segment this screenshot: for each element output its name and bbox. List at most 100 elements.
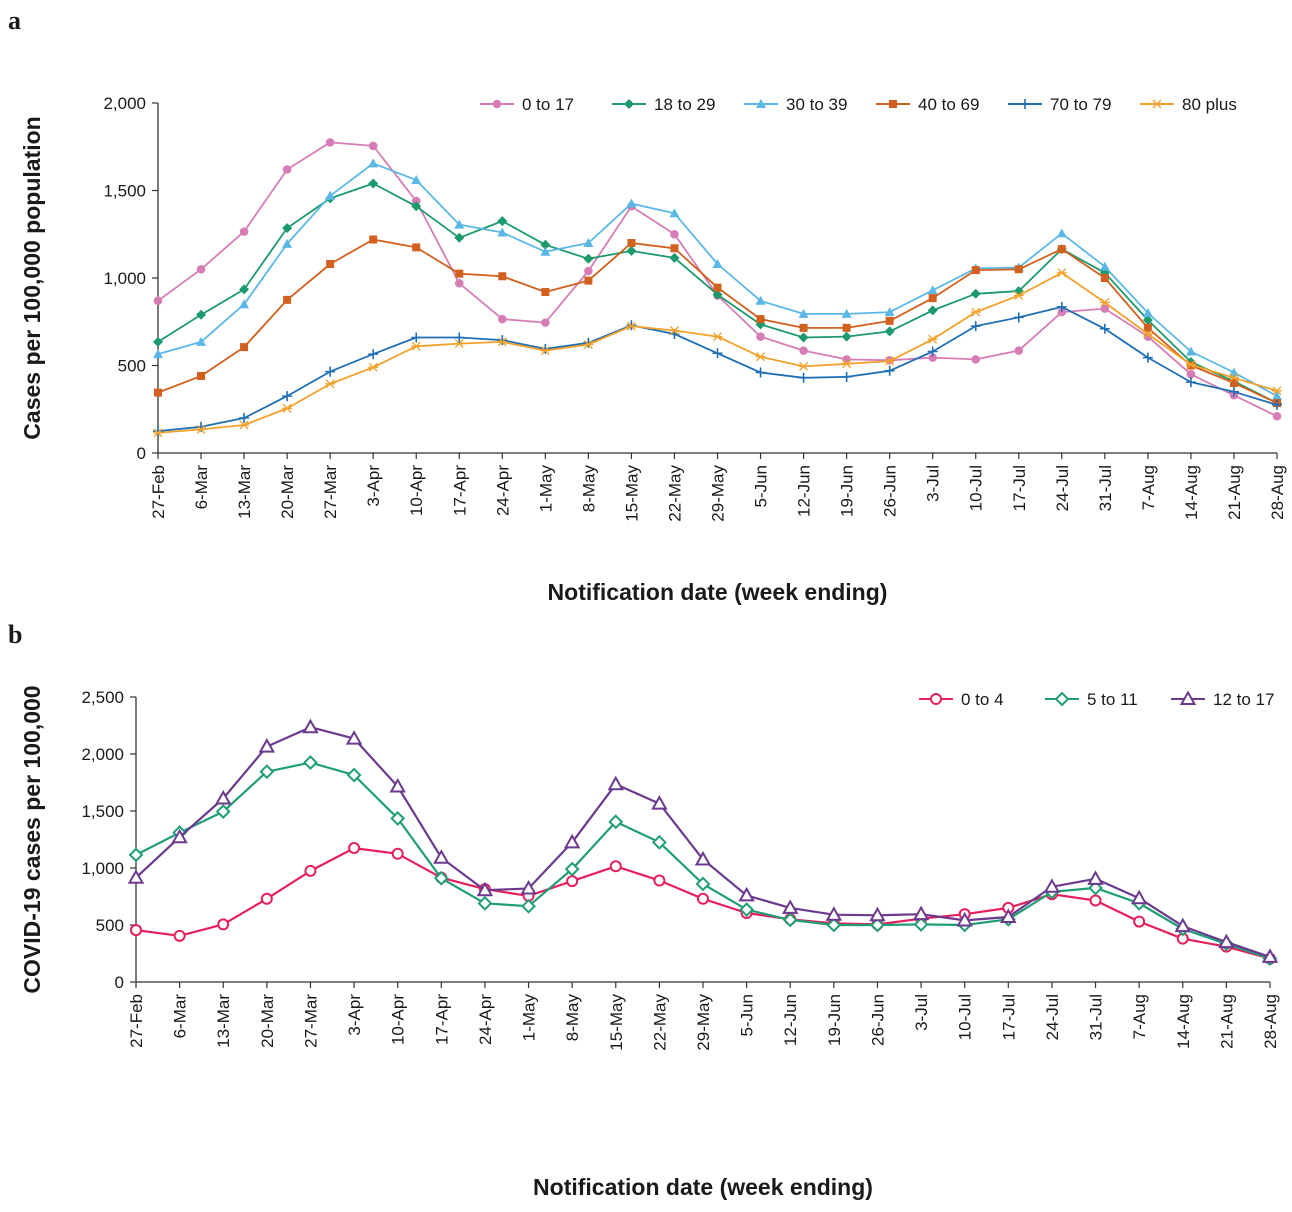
data-point	[626, 321, 637, 331]
data-point	[540, 239, 551, 250]
x-tick-label: 7-Aug	[1139, 465, 1158, 510]
data-point	[1142, 329, 1153, 339]
data-point	[1014, 346, 1024, 355]
data-point	[368, 178, 379, 189]
data-point	[653, 874, 666, 887]
data-point	[970, 321, 981, 332]
data-point	[454, 339, 465, 349]
series-line-70-to-79	[157, 305, 1278, 432]
data-point	[713, 283, 722, 292]
x-tick-label: 10-Jul	[967, 465, 986, 511]
y-axis-label: COVID-19 cases per 100,000	[19, 685, 45, 993]
data-point	[260, 892, 273, 905]
data-point	[368, 158, 379, 168]
data-point	[564, 861, 580, 877]
chart-a: 0 500 1,000 1,500 2,000 27-Feb 6-Mar 13-Mar 20-M…	[19, 94, 1287, 605]
data-point	[325, 190, 336, 200]
data-point	[799, 346, 808, 355]
x-tick-label: 17-Apr	[432, 994, 451, 1045]
data-point	[239, 299, 250, 309]
x-tick-label: 3-Apr	[364, 465, 383, 507]
data-point	[609, 860, 622, 873]
data-point	[455, 269, 464, 278]
data-point	[282, 223, 293, 234]
data-point	[825, 906, 843, 921]
legend-swatch-marker	[1152, 99, 1162, 109]
series-line-0-to-17	[157, 141, 1278, 418]
data-point	[842, 323, 851, 332]
data-point	[884, 356, 895, 366]
series-18-to-29	[153, 178, 1282, 409]
data-point	[584, 276, 593, 285]
data-point	[1087, 870, 1104, 885]
data-point	[171, 828, 188, 844]
data-point	[566, 875, 579, 888]
data-point	[259, 764, 275, 780]
data-point	[694, 850, 712, 866]
y-tick-label: 1,500	[81, 802, 124, 821]
data-point	[695, 876, 711, 892]
data-point	[1100, 304, 1110, 313]
data-point	[651, 795, 668, 810]
data-point	[497, 227, 508, 237]
legend-swatch-marker	[492, 99, 502, 109]
data-point	[1185, 377, 1196, 388]
legend-swatch-marker	[930, 693, 942, 705]
x-tick-label: 20-Mar	[258, 994, 277, 1048]
data-point	[127, 869, 145, 884]
data-point	[1043, 878, 1061, 893]
data-point	[1088, 880, 1103, 896]
data-point	[282, 165, 292, 174]
data-point	[130, 924, 142, 937]
data-point	[368, 349, 379, 360]
data-point	[153, 426, 163, 437]
data-point	[454, 232, 465, 243]
x-tick-label: 24-Apr	[476, 994, 495, 1045]
y-tick-label: 2,500	[81, 688, 124, 707]
data-point	[303, 755, 318, 770]
data-point	[1142, 352, 1153, 363]
data-point	[196, 424, 207, 434]
data-point	[411, 332, 422, 343]
series-5-to-11	[128, 755, 1278, 967]
data-point	[540, 343, 551, 354]
data-point	[970, 307, 981, 317]
data-point	[541, 288, 550, 296]
legend-item-5-to-11: 5 to 11	[1045, 690, 1138, 709]
data-point	[368, 141, 378, 151]
data-point	[884, 307, 895, 317]
x-tick-label: 17-Jul	[1010, 465, 1029, 511]
series-80-plus	[153, 268, 1282, 438]
data-point	[798, 332, 809, 343]
data-point	[520, 879, 537, 895]
data-point	[153, 336, 163, 347]
x-tick-label: 15-May	[607, 994, 626, 1051]
data-point	[1099, 323, 1110, 334]
data-point	[884, 365, 895, 376]
y-tick-label: 1,000	[81, 859, 124, 878]
x-tick-label: 24-Jul	[1043, 994, 1062, 1040]
data-point	[669, 208, 680, 218]
x-tick-label: 27-Mar	[301, 994, 320, 1048]
data-point	[738, 886, 755, 902]
legend-swatch-marker	[756, 99, 766, 108]
axes: 0 500 1,000 1,500 2,000 27-Feb 6-Mar 13-Mar 20-M…	[103, 94, 1287, 522]
data-point	[782, 899, 799, 914]
data-point	[670, 229, 679, 239]
data-point	[669, 252, 680, 263]
data-point	[433, 870, 449, 886]
data-point	[712, 259, 723, 268]
data-point	[325, 379, 336, 389]
data-point	[971, 355, 981, 364]
data-point	[540, 246, 551, 256]
data-point	[497, 216, 508, 227]
x-tick-label: 17-Apr	[450, 465, 469, 516]
x-tick-label: 8-May	[579, 465, 598, 513]
data-point	[970, 288, 981, 299]
data-point	[1142, 315, 1153, 325]
x-tick-label: 27-Feb	[149, 465, 168, 519]
data-point	[627, 239, 636, 247]
x-tick-label: 29-May	[694, 994, 713, 1051]
data-point	[325, 366, 336, 377]
legend-label: 80 plus	[1182, 95, 1237, 114]
